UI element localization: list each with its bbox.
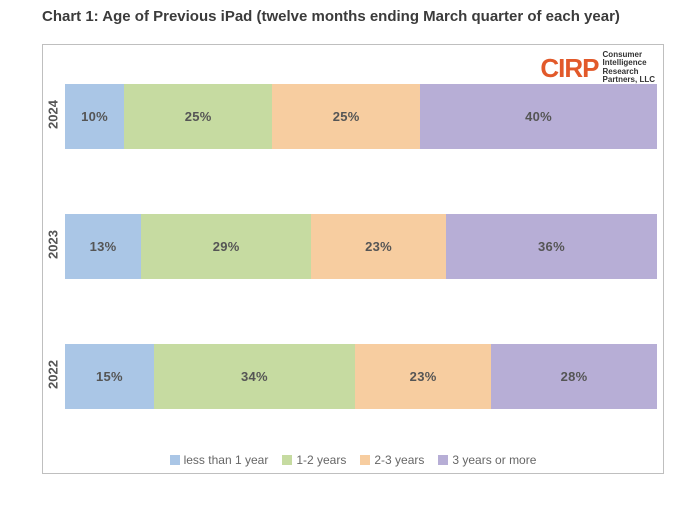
legend-label: 2-3 years: [374, 453, 424, 467]
bar-segment-lt1: 13%: [65, 214, 141, 279]
chart-title: Chart 1: Age of Previous iPad (twelve mo…: [42, 8, 620, 25]
y-axis-label: 2023: [46, 215, 61, 275]
bar-row: 15%34%23%28%: [65, 344, 657, 409]
legend-item-lt1: less than 1 year: [170, 453, 269, 467]
legend-swatch: [282, 455, 292, 465]
bar-segment-y23: 25%: [272, 84, 420, 149]
bar-row: 13%29%23%36%: [65, 214, 657, 279]
legend-item-y3p: 3 years or more: [438, 453, 536, 467]
legend-label: 3 years or more: [452, 453, 536, 467]
y-axis-label: 2022: [46, 345, 61, 405]
bar-segment-y3p: 28%: [491, 344, 657, 409]
legend-item-y12: 1-2 years: [282, 453, 346, 467]
bar-segment-y12: 29%: [141, 214, 311, 279]
legend-label: 1-2 years: [296, 453, 346, 467]
bar-segment-y23: 23%: [355, 344, 491, 409]
bar-rows: 10%25%25%40%13%29%23%36%15%34%23%28%: [65, 51, 657, 441]
bar-slot: 15%34%23%28%: [65, 311, 657, 441]
legend: less than 1 year 1-2 years 2-3 years 3 year…: [43, 453, 663, 467]
bar-segment-y12: 34%: [154, 344, 355, 409]
bar-segment-y3p: 36%: [446, 214, 657, 279]
bar-segment-lt1: 15%: [65, 344, 154, 409]
plot-area: 10%25%25%40%13%29%23%36%15%34%23%28%: [65, 51, 657, 441]
y-axis-label: 2024: [46, 85, 61, 145]
legend-swatch: [170, 455, 180, 465]
bar-segment-y3p: 40%: [420, 84, 657, 149]
bar-segment-y12: 25%: [124, 84, 272, 149]
bar-segment-y23: 23%: [311, 214, 446, 279]
bar-slot: 10%25%25%40%: [65, 51, 657, 181]
bar-row: 10%25%25%40%: [65, 84, 657, 149]
bar-slot: 13%29%23%36%: [65, 181, 657, 311]
chart-frame: CIRP Consumer Intelligence Research Part…: [42, 44, 664, 474]
legend-swatch: [438, 455, 448, 465]
legend-item-y23: 2-3 years: [360, 453, 424, 467]
legend-swatch: [360, 455, 370, 465]
legend-label: less than 1 year: [184, 453, 269, 467]
page: Chart 1: Age of Previous iPad (twelve mo…: [0, 0, 700, 519]
bar-segment-lt1: 10%: [65, 84, 124, 149]
